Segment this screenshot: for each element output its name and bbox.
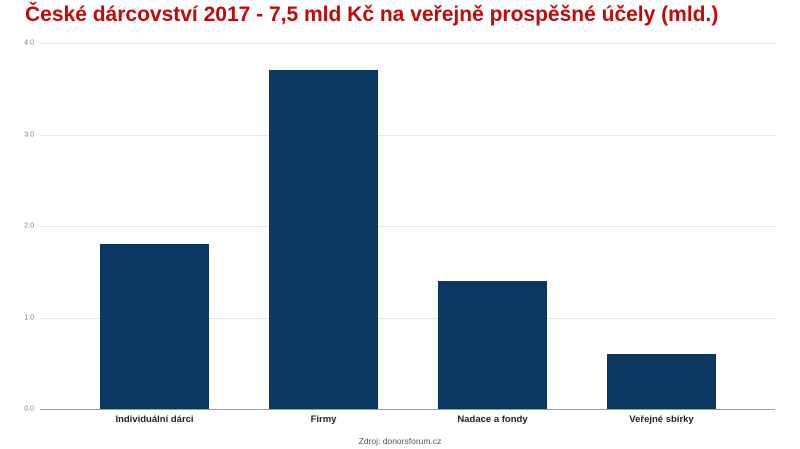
- source-note: Zdroj: donorsforum.cz: [358, 436, 442, 446]
- x-axis-baseline: [40, 409, 775, 410]
- y-tick-label: 3.0: [24, 131, 34, 138]
- y-tick-label: 4.0: [24, 39, 34, 47]
- bar: [607, 354, 716, 409]
- bar: [100, 244, 209, 409]
- plot-area: [40, 43, 775, 410]
- x-tick-label: Individuální dárci: [115, 414, 194, 425]
- x-tick-label: Nadace a fondy: [457, 414, 528, 425]
- y-tick-label: 0.0: [24, 405, 34, 413]
- x-tick-label: Firmy: [310, 414, 337, 425]
- y-tick-label: 2.0: [24, 222, 34, 230]
- y-tick-label: 1.0: [24, 314, 34, 321]
- chart-title: České dárcovství 2017 - 7,5 mld Kč na ve…: [25, 3, 719, 26]
- gridline: [40, 134, 775, 136]
- x-tick-label: Veřejné sbírky: [629, 414, 694, 425]
- gridline: [40, 317, 775, 319]
- bar: [269, 70, 378, 409]
- bar: [438, 280, 547, 409]
- gridline: [40, 43, 775, 44]
- gridline: [40, 226, 775, 227]
